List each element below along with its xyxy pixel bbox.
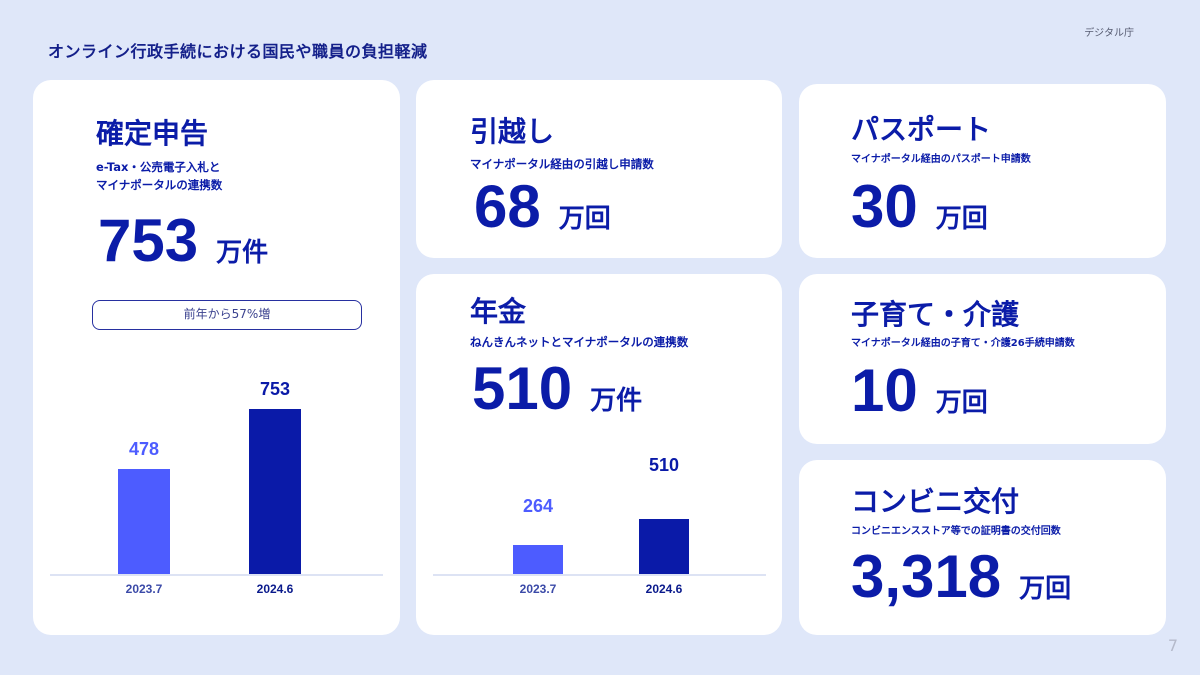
card-value: 10 万回 [851, 357, 988, 424]
bar-2024.6 [639, 518, 689, 574]
card-title: コンビニ交付 [851, 485, 1020, 518]
card-title: 年金 [470, 295, 527, 328]
card-value: 30 万回 [851, 173, 988, 240]
card-title: 子育て・介護 [851, 298, 1020, 331]
card-subtitle: コンビニエンスストア等での証明書の交付回数 [851, 526, 1061, 537]
x-tick-label: 2023.7 [125, 582, 163, 596]
bar-value-label: 264 [522, 496, 554, 516]
page-number: 7 [1167, 636, 1178, 655]
chart-axis [50, 574, 383, 576]
card-value: 68 万回 [474, 173, 611, 240]
page-title: オンライン行政手続における国民や職員の負担軽減 [48, 42, 428, 61]
card-passport [799, 84, 1166, 258]
card-title: 引越し [470, 115, 555, 148]
chart-axis [433, 574, 766, 576]
card-value: 3,318 万回 [851, 543, 1072, 610]
bar-2023.7 [513, 545, 563, 574]
card-subtitle: マイナポータル経由の引越し申請数 [470, 157, 654, 171]
x-tick-label: 2024.6 [256, 582, 294, 596]
growth-badge: 前年から57%増 [92, 300, 362, 330]
card-subtitle: e-Tax・公売電子入札と [96, 160, 221, 174]
card-value: 510 万件 [472, 355, 643, 422]
card-title: パスポート [851, 113, 992, 146]
card-subtitle: マイナポータル経由のパスポート申請数 [851, 154, 1031, 165]
x-tick-label: 2024.6 [645, 582, 683, 596]
card-subtitle: マイナポータルの連携数 [96, 178, 223, 192]
card-subtitle: ねんきんネットとマイナポータルの連携数 [470, 335, 689, 349]
card-value: 753 万件 [98, 207, 269, 274]
card-title: 確定申告 [96, 117, 209, 150]
card-konbini [799, 460, 1166, 635]
bar-value-label: 753 [259, 379, 291, 400]
card-subtitle: マイナポータル経由の子育て・介護26手続申請数 [851, 338, 1075, 349]
bar-value-label: 478 [128, 439, 160, 460]
bar-2023.7 [118, 469, 170, 574]
card-hikkoshi [416, 80, 782, 258]
x-tick-label: 2023.7 [519, 582, 557, 596]
card-kosodate [799, 274, 1166, 444]
bar-2024.6 [249, 409, 301, 574]
organization-label: デジタル庁 [1084, 28, 1134, 39]
bar-value-label: 510 [648, 455, 680, 475]
card-kakutei [33, 80, 400, 635]
